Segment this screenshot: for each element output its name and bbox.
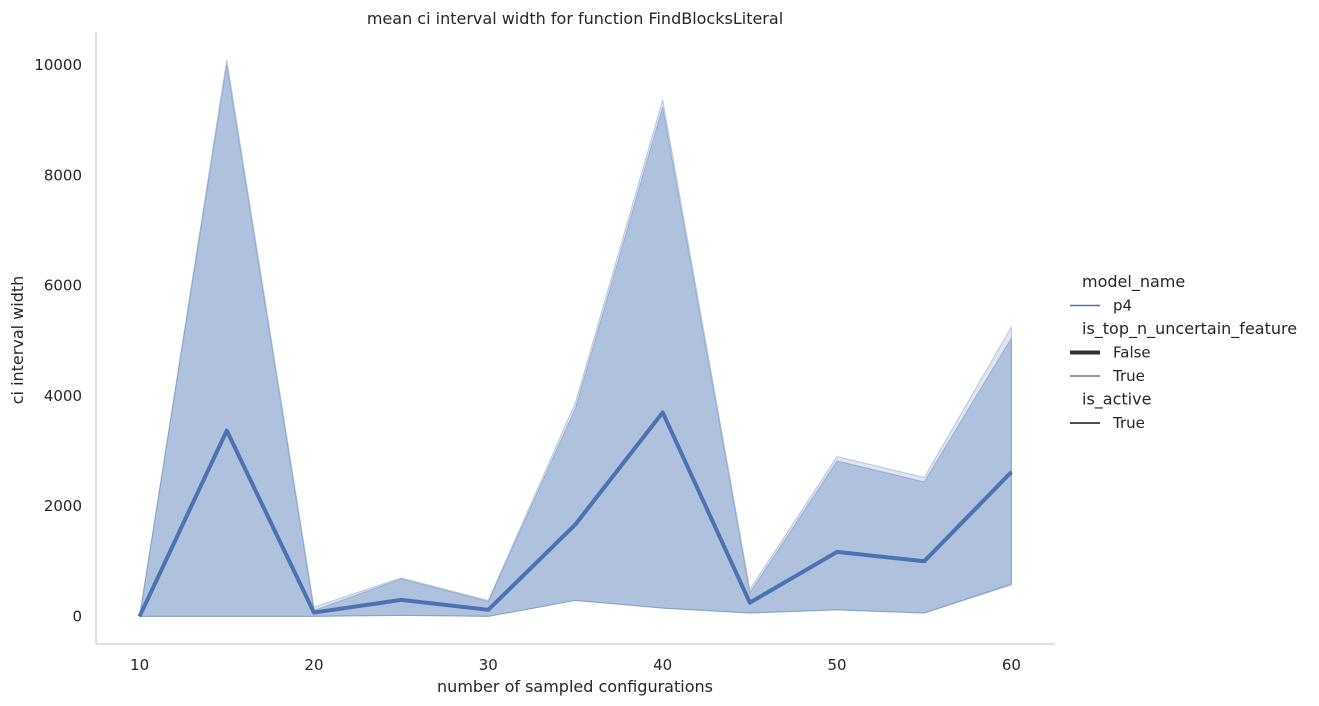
x-axis-ticks: 10 20 30 40 50 60 — [130, 656, 1021, 674]
y-tick-label: 2000 — [44, 497, 82, 515]
y-tick-label: 6000 — [44, 277, 82, 295]
legend-title: is_top_n_uncertain_feature — [1082, 319, 1297, 339]
x-tick-label: 10 — [130, 656, 149, 674]
y-axis-label: ci interval width — [8, 276, 27, 405]
legend-entry: True — [1112, 414, 1145, 432]
legend: model_name p4 is_top_n_uncertain_feature Fa… — [1070, 272, 1297, 432]
legend-entry: False — [1113, 344, 1151, 362]
y-tick-label: 8000 — [44, 166, 82, 184]
legend-entry: True — [1112, 367, 1145, 385]
x-tick-label: 30 — [479, 656, 498, 674]
y-tick-label: 4000 — [44, 387, 82, 405]
ci-band-true — [139, 59, 1012, 617]
chart-title: mean ci interval width for function Find… — [367, 9, 783, 28]
y-tick-label: 0 — [72, 607, 82, 625]
plot-area — [137, 59, 1013, 618]
legend-title: model_name — [1082, 272, 1185, 292]
x-tick-label: 60 — [1002, 656, 1021, 674]
series-line-false — [137, 410, 1013, 618]
x-tick-label: 20 — [304, 656, 323, 674]
legend-entry: p4 — [1113, 297, 1132, 315]
x-axis-label: number of sampled configurations — [437, 677, 713, 696]
x-tick-label: 40 — [653, 656, 672, 674]
y-axis-ticks: 0 2000 4000 6000 8000 10000 — [34, 56, 82, 625]
legend-title: is_active — [1082, 390, 1151, 410]
x-tick-label: 50 — [827, 656, 846, 674]
y-tick-label: 10000 — [34, 56, 82, 74]
